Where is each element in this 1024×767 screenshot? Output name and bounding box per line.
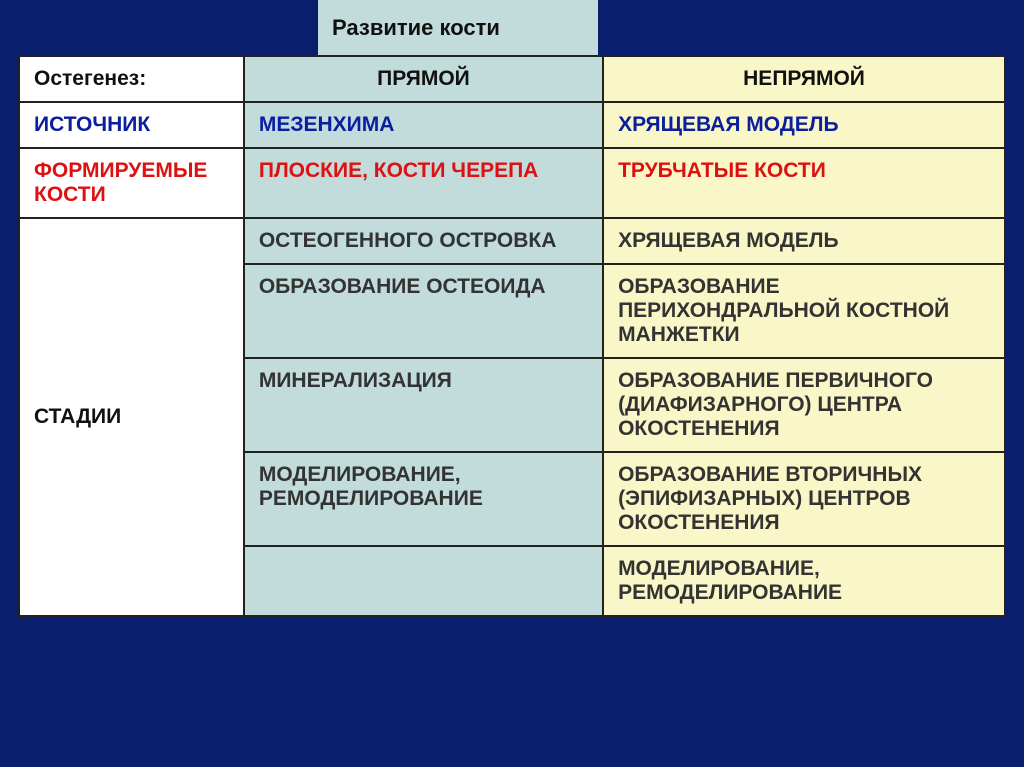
cell-formed-a: ФОРМИРУЕМЫЕ КОСТИ <box>19 148 244 218</box>
cell-formed-c: ТРУБЧАТЫЕ КОСТИ <box>603 148 1005 218</box>
cell-stage-b: ОСТЕОГЕННОГО ОСТРОВКА <box>244 218 603 264</box>
cell-header-a: Остегенез: <box>19 56 244 102</box>
cell-stage-c: МОДЕЛИРОВАНИЕ, РЕМОДЕЛИРОВАНИЕ <box>603 546 1005 616</box>
cell-stage-b: ОБРАЗОВАНИЕ ОСТЕОИДА <box>244 264 603 358</box>
slide-title: Развитие кости <box>318 0 598 55</box>
cell-stage-b <box>244 546 603 616</box>
table-row-source: ИСТОЧНИК МЕЗЕНХИМА ХРЯЩЕВАЯ МОДЕЛЬ <box>19 102 1005 148</box>
cell-stage-c: ОБРАЗОВАНИЕ ВТОРИЧНЫХ (ЭПИФИЗАРНЫХ) ЦЕНТ… <box>603 452 1005 546</box>
osteogenesis-table: Остегенез: ПРЯМОЙ НЕПРЯМОЙ ИСТОЧНИК МЕЗЕ… <box>18 55 1006 617</box>
cell-source-b: МЕЗЕНХИМА <box>244 102 603 148</box>
cell-source-a: ИСТОЧНИК <box>19 102 244 148</box>
cell-source-c: ХРЯЩЕВАЯ МОДЕЛЬ <box>603 102 1005 148</box>
table-row-header: Остегенез: ПРЯМОЙ НЕПРЯМОЙ <box>19 56 1005 102</box>
cell-stages-label: СТАДИИ <box>19 218 244 616</box>
table-row-formed: ФОРМИРУЕМЫЕ КОСТИ ПЛОСКИЕ, КОСТИ ЧЕРЕПА … <box>19 148 1005 218</box>
cell-formed-b: ПЛОСКИЕ, КОСТИ ЧЕРЕПА <box>244 148 603 218</box>
cell-stage-b: МИНЕРАЛИЗАЦИЯ <box>244 358 603 452</box>
cell-header-c: НЕПРЯМОЙ <box>603 56 1005 102</box>
cell-stage-b: МОДЕЛИРОВАНИЕ, РЕМОДЕЛИРОВАНИЕ <box>244 452 603 546</box>
cell-stage-c: ОБРАЗОВАНИЕ ПЕРИХОНДРАЛЬНОЙ КОСТНОЙ МАНЖ… <box>603 264 1005 358</box>
cell-stage-c: ОБРАЗОВАНИЕ ПЕРВИЧНОГО (ДИАФИЗАРНОГО) ЦЕ… <box>603 358 1005 452</box>
table-row-stage-0: СТАДИИ ОСТЕОГЕННОГО ОСТРОВКА ХРЯЩЕВАЯ МО… <box>19 218 1005 264</box>
cell-header-b: ПРЯМОЙ <box>244 56 603 102</box>
cell-stage-c: ХРЯЩЕВАЯ МОДЕЛЬ <box>603 218 1005 264</box>
